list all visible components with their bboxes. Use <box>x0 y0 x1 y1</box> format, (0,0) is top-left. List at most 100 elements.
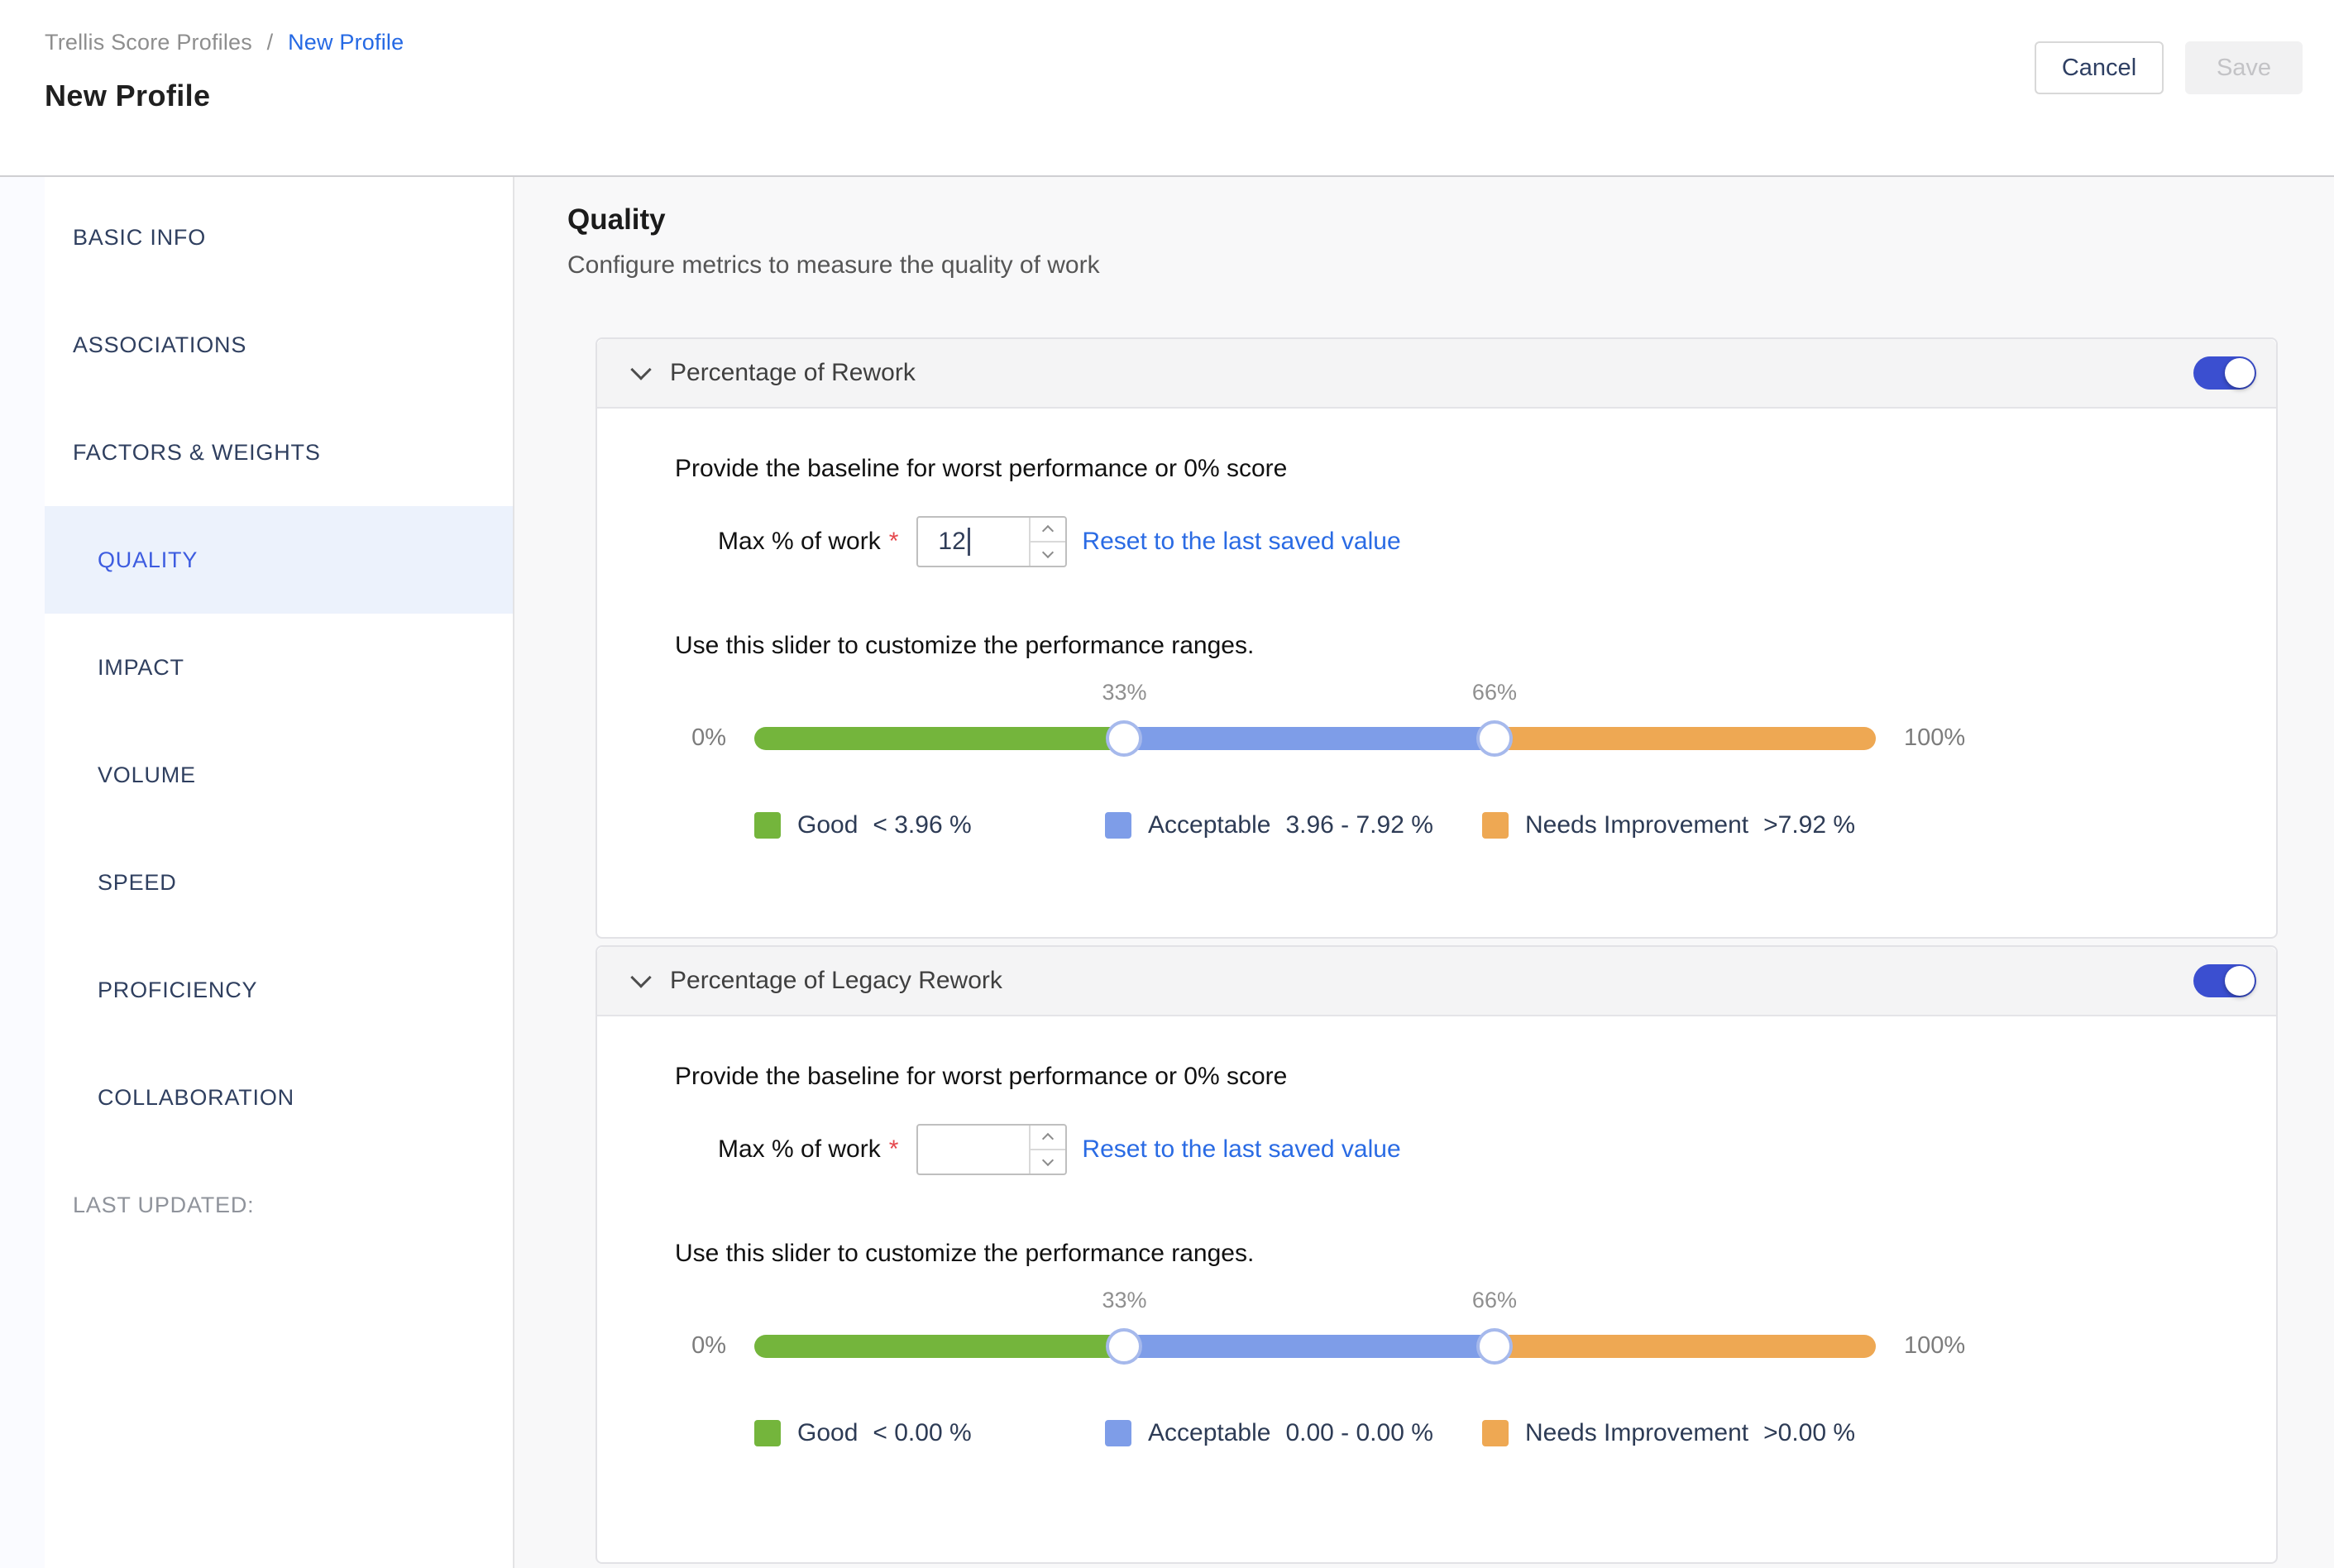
page-header: Trellis Score Profiles / New Profile New… <box>0 0 2334 177</box>
acceptable-range-segment <box>1124 1334 1495 1358</box>
slider-track[interactable] <box>754 719 1876 757</box>
chevron-down-icon[interactable] <box>630 967 652 988</box>
legend-value: >7.92 % <box>1763 811 1856 839</box>
needs-improvement-swatch <box>1482 812 1509 839</box>
spinner-down-button[interactable] <box>1031 543 1065 566</box>
max-percent-input-value: 12 <box>938 528 966 555</box>
slider-tick-labels: 33% 66% <box>754 1288 1876 1317</box>
slider-min-label: 0% <box>691 1332 726 1359</box>
good-swatch <box>754 1420 781 1446</box>
max-percent-label: Max % of work <box>718 528 881 555</box>
max-percent-input[interactable]: 12 <box>918 518 1029 566</box>
required-asterisk: * <box>888 528 899 555</box>
spinner-up-button[interactable] <box>1031 1126 1066 1150</box>
sidebar-item-proficiency[interactable]: PROFICIENCY <box>98 977 258 1002</box>
legend-value: < 0.00 % <box>873 1419 972 1446</box>
legend-name: Needs Improvement <box>1525 1419 1749 1446</box>
chevron-down-icon <box>1042 546 1055 559</box>
slider-row: 0% 100% <box>597 1327 2276 1365</box>
legend-name: Good <box>797 1419 859 1446</box>
sidebar-item-quality[interactable]: QUALITY <box>45 506 513 614</box>
chevron-up-icon <box>1042 524 1055 538</box>
save-button[interactable]: Save <box>2185 41 2303 94</box>
slider-handle2-tick: 66% <box>1471 680 1517 705</box>
slider-handle-2[interactable] <box>1475 1327 1513 1365</box>
metric-card-percentage-of-legacy-rework: Percentage of Legacy Rework Provide the … <box>595 945 2278 1564</box>
page-title: New Profile <box>45 79 211 112</box>
slider-handle-2[interactable] <box>1475 719 1513 757</box>
performance-range-slider: 33% 66% 0% 100% <box>597 1288 2276 1365</box>
breadcrumb-current-link[interactable]: New Profile <box>288 30 404 55</box>
max-percent-label: Max % of work <box>718 1135 881 1163</box>
slider-handle-1[interactable] <box>1106 719 1143 757</box>
section-subtitle: Configure metrics to measure the quality… <box>567 251 1100 279</box>
sidebar-item-collaboration[interactable]: COLLABORATION <box>98 1084 294 1110</box>
sidebar-last-updated-label: LAST UPDATED: <box>73 1192 255 1217</box>
reset-last-saved-link[interactable]: Reset to the last saved value <box>1082 528 1401 555</box>
metric-card-body: Provide the baseline for worst performan… <box>597 409 2276 937</box>
slider-row: 0% 100% <box>597 719 2276 757</box>
metric-enabled-toggle[interactable] <box>2193 964 2256 997</box>
acceptable-swatch <box>1105 1420 1131 1446</box>
chevron-down-icon[interactable] <box>630 359 652 380</box>
sidebar-item-impact[interactable]: IMPACT <box>98 654 184 680</box>
legend-item-acceptable: Acceptable 0.00 - 0.00 % <box>1105 1419 1433 1447</box>
metric-card-body: Provide the baseline for worst performan… <box>597 1016 2276 1545</box>
text-caret <box>967 528 970 556</box>
slider-instruction: Use this slider to customize the perform… <box>675 632 1255 659</box>
good-range-segment <box>754 1334 1125 1358</box>
legend-item-acceptable: Acceptable 3.96 - 7.92 % <box>1105 811 1433 839</box>
legend-name: Good <box>797 811 859 839</box>
slider-max-label: 100% <box>1904 1332 1966 1359</box>
max-percent-input[interactable] <box>918 1126 1029 1174</box>
range-legend: Good < 0.00 % Acceptable 0.00 - 0.00 % N… <box>754 1419 2276 1449</box>
metric-card-header: Percentage of Legacy Rework <box>597 947 2276 1016</box>
baseline-instruction: Provide the baseline for worst performan… <box>675 1063 1288 1090</box>
acceptable-range-segment <box>1124 726 1495 750</box>
sidebar-item-associations[interactable]: ASSOCIATIONS <box>73 332 247 357</box>
slider-handle-1[interactable] <box>1106 1327 1143 1365</box>
max-percent-input-group: 12 <box>916 516 1068 567</box>
metric-card-title: Percentage of Rework <box>670 359 916 386</box>
legend-item-needs-improvement: Needs Improvement >0.00 % <box>1482 1419 1855 1447</box>
legend-value: 3.96 - 7.92 % <box>1285 811 1433 839</box>
cancel-button[interactable]: Cancel <box>2035 41 2164 94</box>
needs-improvement-swatch <box>1482 1420 1509 1446</box>
breadcrumb-separator: / <box>266 30 274 55</box>
max-percent-field-row: Max % of work * Reset to the last saved … <box>718 1124 2276 1175</box>
acceptable-swatch <box>1105 812 1131 839</box>
legend-value: 0.00 - 0.00 % <box>1285 1419 1433 1446</box>
number-spinner <box>1029 518 1066 566</box>
slider-handle1-tick: 33% <box>1102 680 1147 705</box>
sidebar-item-volume[interactable]: VOLUME <box>98 762 196 787</box>
legend-item-good: Good < 0.00 % <box>754 1419 972 1447</box>
slider-max-label: 100% <box>1904 724 1966 751</box>
performance-range-slider: 33% 66% 0% 100% <box>597 680 2276 757</box>
sidebar-item-factors-weights[interactable]: FACTORS & WEIGHTS <box>73 439 321 465</box>
slider-handle2-tick: 66% <box>1471 1288 1517 1312</box>
needs-improvement-range-segment <box>1494 726 1876 750</box>
slider-instruction: Use this slider to customize the perform… <box>675 1240 1255 1267</box>
slider-tick-labels: 33% 66% <box>754 680 1876 710</box>
metric-enabled-toggle[interactable] <box>2193 356 2256 390</box>
max-percent-field-row: Max % of work * 12 Reset to the last sav… <box>718 516 2276 567</box>
spinner-down-button[interactable] <box>1031 1150 1065 1174</box>
legend-value: < 3.96 % <box>873 811 972 839</box>
breadcrumb-parent-link[interactable]: Trellis Score Profiles <box>45 30 252 55</box>
section-title: Quality <box>567 203 666 236</box>
main-panel: Quality Configure metrics to measure the… <box>514 177 2334 1568</box>
legend-name: Acceptable <box>1148 811 1271 839</box>
toggle-knob <box>2225 966 2255 996</box>
reset-last-saved-link[interactable]: Reset to the last saved value <box>1082 1135 1401 1163</box>
metric-card-title: Percentage of Legacy Rework <box>670 967 1002 994</box>
metric-card-percentage-of-rework: Percentage of Rework Provide the baselin… <box>595 337 2278 939</box>
sidebar-item-speed[interactable]: SPEED <box>98 869 177 895</box>
spinner-up-button[interactable] <box>1031 518 1066 543</box>
sidebar-nav: BASIC INFO ASSOCIATIONS FACTORS & WEIGHT… <box>45 177 514 1568</box>
sidebar-item-basic-info[interactable]: BASIC INFO <box>73 224 207 250</box>
slider-min-label: 0% <box>691 724 726 751</box>
left-gutter <box>0 177 45 1568</box>
slider-track[interactable] <box>754 1327 1876 1365</box>
header-actions: Cancel Save <box>2035 41 2303 94</box>
